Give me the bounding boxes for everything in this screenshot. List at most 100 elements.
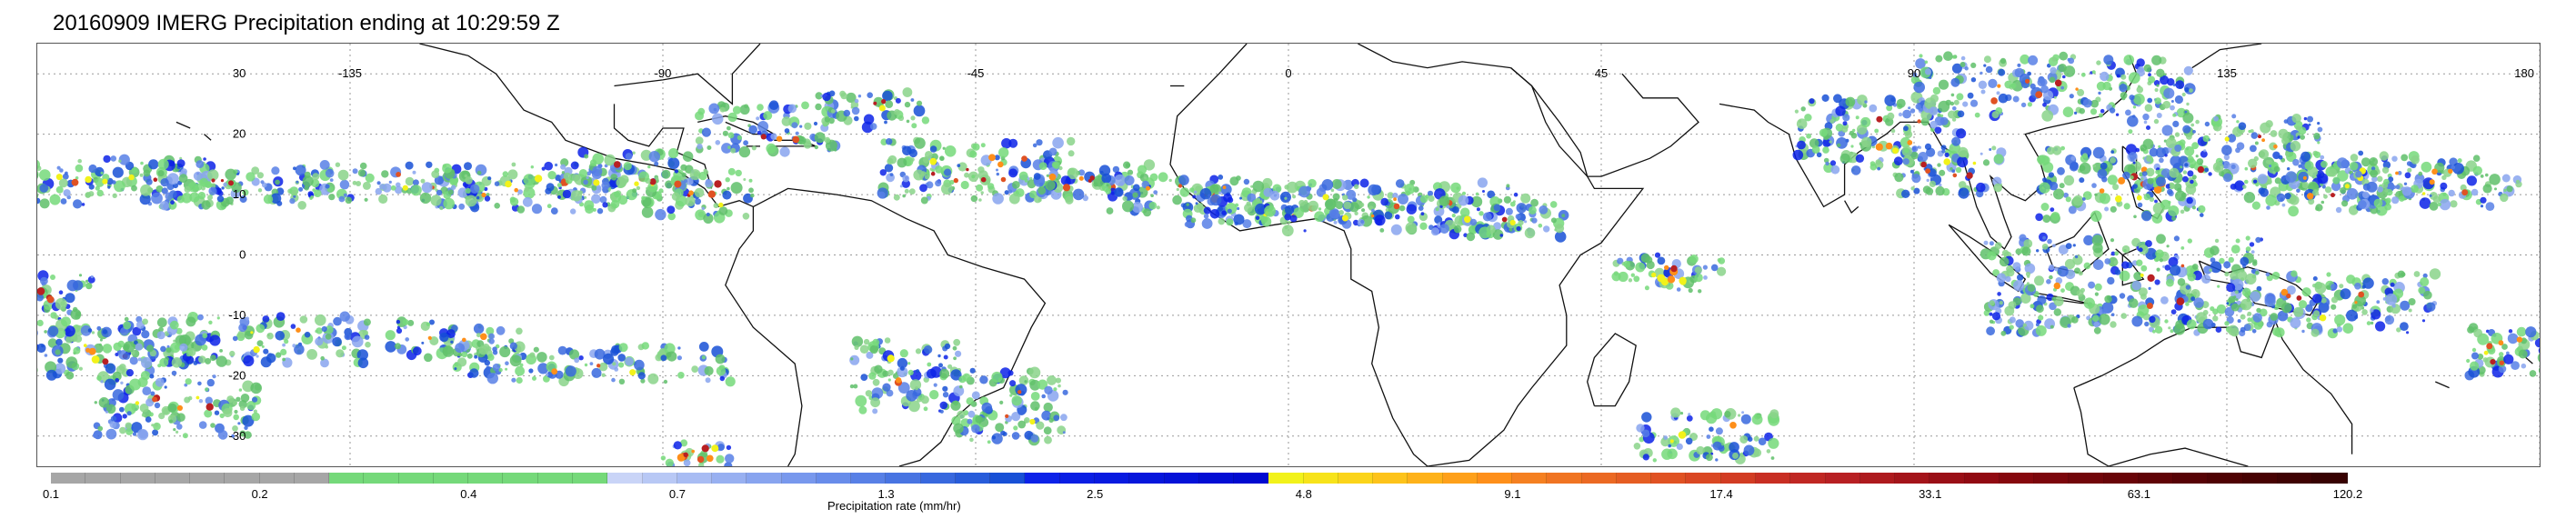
- precip-cell: [2247, 311, 2252, 316]
- precip-core: [1178, 184, 1183, 188]
- precip-cell: [867, 92, 873, 98]
- precip-cell: [727, 132, 735, 139]
- precip-core: [1664, 264, 1669, 271]
- precip-cell: [991, 371, 1003, 384]
- precip-cell: [2253, 321, 2263, 330]
- precip-cell: [586, 171, 591, 176]
- precip-cell: [1948, 110, 1956, 119]
- precip-cell: [1008, 193, 1020, 205]
- precip-cell: [2165, 184, 2171, 189]
- precip-cell: [787, 104, 797, 114]
- precip-cell: [849, 384, 855, 389]
- precip-cell: [655, 354, 663, 362]
- precip-cell: [494, 181, 500, 186]
- precip-cell: [1699, 410, 1710, 421]
- precip-cell: [325, 333, 332, 340]
- precip-cell: [2272, 327, 2281, 336]
- precip-cell: [195, 160, 205, 169]
- precip-cell: [419, 192, 432, 205]
- precip-cell: [396, 327, 403, 334]
- precip-cell: [2290, 140, 2301, 152]
- precip-cell: [953, 423, 964, 434]
- precip-cell: [184, 185, 191, 193]
- precip-cell: [596, 186, 601, 191]
- precip-cell: [548, 354, 555, 361]
- precip-core: [135, 401, 140, 405]
- precip-core: [228, 180, 234, 186]
- precip-cell: [1835, 123, 1844, 132]
- precip-cell: [2195, 119, 2200, 125]
- precip-core: [2296, 295, 2302, 301]
- precip-cell: [915, 109, 919, 113]
- precip-cell: [1524, 227, 1536, 239]
- precip-cell: [824, 116, 831, 123]
- precip-cell: [105, 410, 109, 414]
- precip-cell: [2148, 286, 2151, 290]
- precip-cell: [37, 197, 41, 205]
- precip-cell: [996, 172, 1000, 176]
- precip-cell: [770, 133, 777, 140]
- precip-cell: [1909, 108, 1916, 114]
- precip-cell: [1926, 147, 1936, 157]
- page-title: 20160909 IMERG Precipitation ending at 1…: [53, 11, 560, 35]
- precip-cell: [1706, 434, 1711, 439]
- precip-cell: [125, 427, 134, 435]
- precip-cell: [2203, 149, 2207, 153]
- precip-cell: [801, 101, 809, 110]
- colorbar-swatch: [1025, 473, 1060, 484]
- precip-cell: [2079, 165, 2086, 172]
- precip-cell: [2423, 290, 2432, 300]
- precip-cell: [1918, 152, 1929, 162]
- precip-cell: [115, 353, 119, 356]
- precip-cell: [2507, 333, 2519, 344]
- precip-cell: [2250, 145, 2257, 153]
- colorbar-swatch: [468, 473, 504, 484]
- precip-cell: [1715, 427, 1723, 435]
- precip-cell: [1809, 98, 1815, 105]
- precip-cell: [611, 377, 616, 383]
- precip-cell: [2162, 264, 2166, 268]
- precip-cell: [2274, 177, 2281, 185]
- precip-cell: [1924, 97, 1937, 110]
- precip-cell: [2340, 288, 2351, 300]
- precip-cell: [2042, 235, 2047, 240]
- precip-cell: [1718, 444, 1725, 452]
- precip-cell: [507, 169, 518, 180]
- precip-core: [1670, 264, 1678, 273]
- precip-cell: [124, 316, 129, 322]
- precip-cell: [1618, 271, 1629, 283]
- precip-cell: [2132, 161, 2136, 165]
- precip-cell: [2168, 256, 2179, 267]
- precip-cell: [2451, 165, 2456, 170]
- precip-core: [2053, 282, 2060, 290]
- precip-cell: [2109, 107, 2116, 114]
- precip-cell: [2063, 192, 2069, 198]
- precip-cell: [486, 365, 490, 371]
- precip-cell: [1849, 130, 1855, 136]
- precip-cell: [1284, 205, 1295, 215]
- precip-cell: [2062, 75, 2066, 79]
- precip-cell: [344, 333, 352, 341]
- precip-cell: [161, 187, 168, 195]
- precip-cell: [971, 424, 980, 434]
- precip-cell: [2186, 134, 2192, 140]
- precip-core: [711, 444, 719, 453]
- precip-cell: [1398, 194, 1408, 205]
- precip-cell: [1694, 273, 1703, 283]
- precip-cell: [1354, 211, 1358, 215]
- precip-cell: [1024, 417, 1030, 424]
- precip-cell: [1308, 200, 1319, 212]
- precip-cell: [942, 392, 949, 398]
- precip-cell: [1469, 218, 1478, 226]
- precip-cell: [141, 330, 150, 339]
- precip-core: [2395, 171, 2399, 175]
- precip-cell: [2186, 196, 2193, 205]
- precip-cell: [2480, 196, 2487, 204]
- precip-cell: [96, 189, 104, 197]
- precip-cell: [987, 183, 995, 190]
- precip-cell: [187, 347, 196, 356]
- precip-cell: [1048, 417, 1054, 424]
- precip-cell: [1811, 145, 1820, 155]
- precip-cell: [2418, 286, 2426, 294]
- precip-cell: [957, 162, 967, 172]
